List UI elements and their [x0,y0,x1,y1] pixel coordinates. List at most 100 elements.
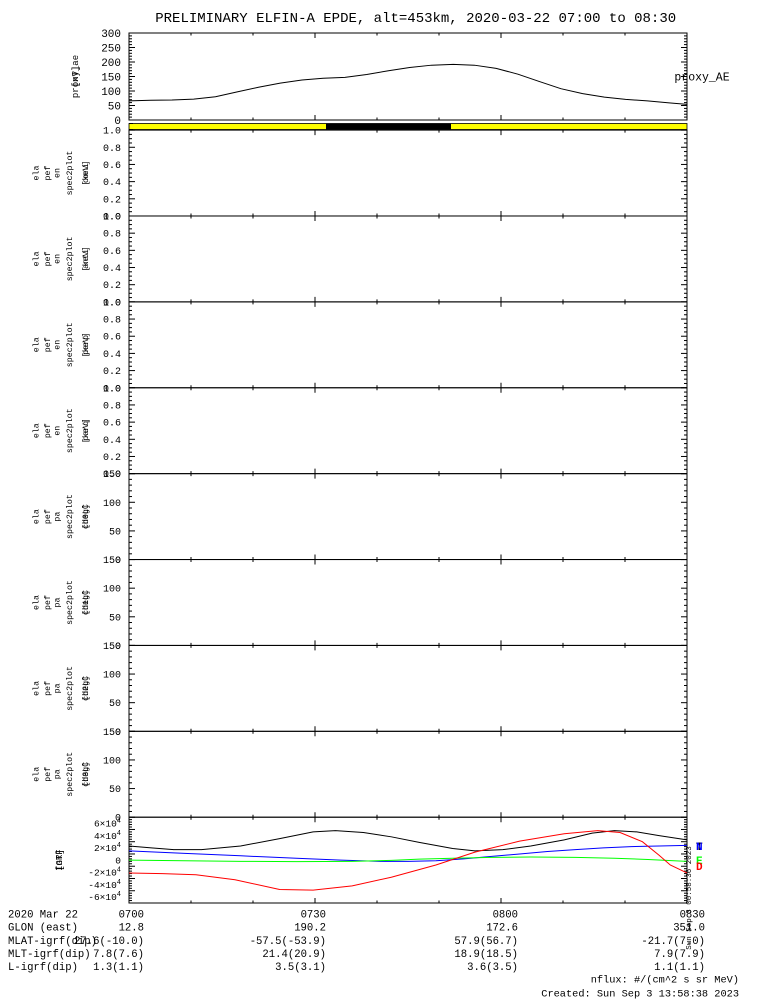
svg-text:1.0: 1.0 [103,127,121,138]
svg-text:pef: pef [43,423,53,438]
svg-text:100: 100 [103,585,121,596]
svg-text:spec2plot: spec2plot [65,408,75,453]
svg-text:3.5(3.1): 3.5(3.1) [275,962,326,974]
svg-text:-4×104: -4×104 [88,879,121,891]
svg-text:50: 50 [108,102,121,114]
svg-text:Created: Sun Sep 3 13:58:38 2: Created: Sun Sep 3 13:58:38 2023 [541,988,739,1000]
svg-text:100: 100 [101,87,121,99]
svg-text:1.0: 1.0 [103,298,121,309]
svg-text:[nT]: [nT] [55,849,65,871]
svg-text:0.6: 0.6 [103,247,121,258]
svg-text:ela: ela [32,166,42,181]
svg-text:50: 50 [109,613,121,624]
svg-text:ela: ela [32,337,42,352]
svg-text:en: en [54,254,63,264]
svg-text:0.2: 0.2 [103,281,121,292]
svg-text:-6×104: -6×104 [88,891,121,903]
svg-text:nflux: #/(cm^2 s sr MeV): nflux: #/(cm^2 s sr MeV) [591,975,739,987]
svg-text:0800: 0800 [493,910,518,922]
svg-text:190.2: 190.2 [294,923,326,935]
svg-text:1.0: 1.0 [103,384,121,395]
svg-text:PRELIMINARY ELFIN-A EPDE, alt=: PRELIMINARY ELFIN-A EPDE, alt=453km, 202… [155,11,676,27]
svg-text:12.8: 12.8 [119,923,144,935]
svg-text:en: en [54,168,63,178]
svg-text:50: 50 [109,527,121,538]
svg-text:ela: ela [32,251,42,266]
svg-text:pef: pef [43,509,53,524]
svg-text:100: 100 [103,499,121,510]
svg-text:spec2plot: spec2plot [65,494,75,539]
svg-text:-57.5(-53.9): -57.5(-53.9) [250,936,326,948]
svg-text:0.4: 0.4 [103,350,121,361]
svg-text:pef: pef [43,251,53,266]
svg-text:50: 50 [109,699,121,710]
svg-text:27.6(-10.0): 27.6(-10.0) [74,936,144,948]
svg-text:[keV]: [keV] [81,246,91,271]
svg-text:200: 200 [101,58,121,70]
svg-text:D: D [696,862,703,874]
svg-text:0700: 0700 [119,910,144,922]
svg-text:[deg]: [deg] [81,590,91,615]
svg-text:172.6: 172.6 [486,923,518,935]
svg-text:spec2plot: spec2plot [65,322,75,367]
svg-text:spec2plot: spec2plot [65,752,75,797]
svg-text:150: 150 [103,728,121,739]
svg-text:150: 150 [103,556,121,567]
svg-text:300: 300 [101,29,121,41]
svg-text:0730: 0730 [301,910,326,922]
svg-text:0.6: 0.6 [103,333,121,344]
svg-text:-21.7(7.0): -21.7(7.0) [641,936,705,948]
svg-text:0: 0 [115,855,121,866]
svg-text:0.8: 0.8 [103,316,121,327]
svg-text:L-igrf(dip): L-igrf(dip) [8,962,78,974]
svg-text:-2×104: -2×104 [88,867,121,879]
svg-text:100: 100 [103,756,121,767]
svg-text:[keV]: [keV] [81,161,91,186]
svg-text:en: en [54,340,63,350]
svg-text:spec2plot: spec2plot [65,666,75,711]
svg-text:0.2: 0.2 [103,367,121,378]
svg-text:pef: pef [43,166,53,181]
svg-text:18.9(18.5): 18.9(18.5) [454,949,518,961]
svg-text:[deg]: [deg] [81,762,91,787]
svg-text:en: en [54,426,63,436]
svg-text:[deg]: [deg] [81,504,91,529]
svg-text:0.8: 0.8 [103,401,121,412]
svg-text:ela: ela [32,423,42,438]
svg-text:pa: pa [54,512,63,522]
svg-text:0.6: 0.6 [103,161,121,172]
svg-text:GLON (east): GLON (east) [8,923,78,935]
svg-text:150: 150 [103,642,121,653]
svg-text:pef: pef [43,337,53,352]
svg-text:N: N [696,842,703,854]
svg-text:150: 150 [103,470,121,481]
svg-text:pef: pef [43,681,53,696]
svg-text:3.6(3.5): 3.6(3.5) [467,962,518,974]
svg-text:pa: pa [54,683,63,693]
svg-text:ela: ela [32,681,42,696]
svg-text:150: 150 [101,73,121,85]
svg-text:100: 100 [103,671,121,682]
svg-text:ela: ela [32,509,42,524]
svg-text:0.4: 0.4 [103,264,121,275]
svg-text:pef: pef [43,767,53,782]
svg-text:0.2: 0.2 [103,195,121,206]
svg-text:[keV]: [keV] [81,332,91,357]
svg-text:50: 50 [109,785,121,796]
svg-text:pef: pef [43,595,53,610]
svg-text:21.4(20.9): 21.4(20.9) [262,949,326,961]
svg-text:proxy_AE: proxy_AE [674,72,729,85]
svg-text:1.1(1.1): 1.1(1.1) [654,962,705,974]
svg-text:2020 Mar 22: 2020 Mar 22 [8,910,78,922]
svg-text:spec2plot: spec2plot [65,580,75,625]
svg-text:0.8: 0.8 [103,144,121,155]
svg-text:250: 250 [101,44,121,56]
svg-text:spec2plot: spec2plot [65,151,75,196]
svg-text:0.4: 0.4 [103,178,121,189]
svg-text:[nT]: [nT] [71,66,81,88]
svg-text:0830: 0830 [680,910,705,922]
svg-text:[deg]: [deg] [81,676,91,701]
svg-text:7.9(7.9): 7.9(7.9) [654,949,705,961]
svg-text:57.9(56.7): 57.9(56.7) [454,936,518,948]
svg-text:1.0: 1.0 [103,212,121,223]
